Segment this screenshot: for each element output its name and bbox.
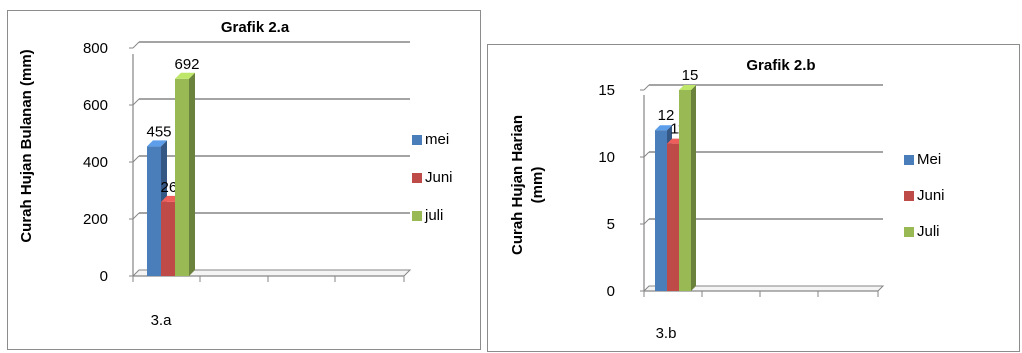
data-label: 692: [174, 56, 199, 73]
legend-swatch: [904, 227, 914, 237]
chart-title: Grafik 2.a: [221, 19, 290, 36]
bar: [147, 146, 161, 276]
y-tick-label: 200: [83, 211, 108, 228]
category-label: 3.a: [151, 312, 173, 329]
category-label: 3.b: [656, 325, 677, 342]
y-tick-label: 600: [83, 97, 108, 114]
data-label: 455: [146, 123, 171, 140]
legend-label: mei: [425, 131, 449, 148]
bar-side: [189, 73, 195, 276]
y-axis-label: Curah Hujan Harian (mm): [509, 115, 546, 255]
chart-grafik-2a: Grafik 2.a Curah Hujan Bulanan (mm) 0 200 40…: [7, 10, 481, 350]
bar: [175, 79, 189, 276]
y-tick-label: 0: [100, 268, 108, 285]
bar: [667, 144, 679, 291]
chart-grafik-2b: Grafik 2.b Curah Hujan Harian (mm) 0 5 10 15 12…: [487, 44, 1020, 352]
chart-title: Grafik 2.b: [746, 57, 815, 74]
gridline-side: [133, 42, 139, 48]
y-axis-label: Curah Hujan Bulanan (mm): [18, 49, 35, 242]
legend-label: Juli: [917, 223, 940, 240]
y-tick-label: 800: [83, 40, 108, 57]
bar: [161, 202, 175, 276]
bar: [655, 130, 667, 291]
gridline-side: [133, 213, 139, 219]
gridline-side: [644, 85, 649, 90]
bar-side: [691, 85, 696, 291]
gridline-side: [644, 152, 649, 157]
bar: [679, 90, 691, 291]
gridline-side: [133, 99, 139, 105]
chart-a-canvas: Grafik 2.a Curah Hujan Bulanan (mm) 0 200 40…: [8, 11, 482, 351]
y-tick-label: 15: [598, 82, 615, 99]
legend-swatch: [412, 135, 422, 145]
y-tick-label: 400: [83, 154, 108, 171]
gridline-side: [133, 156, 139, 162]
legend-swatch: [412, 211, 422, 221]
y-tick-label: 0: [607, 283, 615, 300]
legend-label: Mei: [917, 151, 941, 168]
legend-label: juli: [424, 207, 443, 224]
legend-label: Juni: [425, 169, 453, 186]
legend-swatch: [904, 155, 914, 165]
legend-swatch: [904, 191, 914, 201]
data-label: 15: [682, 67, 699, 84]
y-tick-label: 5: [607, 216, 615, 233]
y-axis-label-line: (mm): [529, 167, 546, 204]
legend-label: Juni: [917, 187, 945, 204]
y-tick-label: 10: [598, 149, 615, 166]
gridline-side: [644, 219, 649, 224]
legend-swatch: [412, 173, 422, 183]
y-axis-label-line: Curah Hujan Harian: [509, 115, 526, 255]
